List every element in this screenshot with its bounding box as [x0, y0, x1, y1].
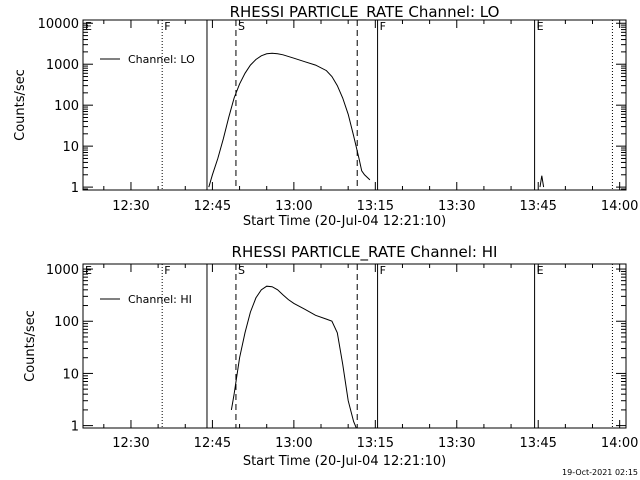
plot2-marker-label-6: E [537, 264, 544, 277]
plot2-x-tick-label-6: 14:00 [601, 436, 638, 451]
plot2-marker-label-5: F [380, 264, 386, 277]
plot2-x-tick-label-2: 13:00 [275, 436, 312, 451]
plot1-series-line-1 [539, 175, 545, 188]
plot1-y-tick-label-0: 1 [71, 181, 79, 196]
plot2-series-line-0 [230, 285, 357, 429]
plot2-title: RHESSI PARTICLE_RATE Channel: HI [232, 243, 498, 262]
plot1-series-line-0 [208, 52, 371, 188]
plot2-x-tick-label-3: 13:15 [357, 436, 394, 451]
plot1-x-tick-label-2: 13:00 [275, 199, 312, 214]
plot2-x-tick-label-5: 13:45 [519, 436, 556, 451]
plot2-marker-label-1: F [164, 264, 170, 277]
plot2-legend-label: Channel: HI [128, 293, 192, 306]
plot2-y-tick-label-0: 1 [71, 420, 79, 435]
plot1-title: RHESSI PARTICLE_RATE Channel: LO [230, 3, 500, 22]
plot2-frame [82, 263, 627, 429]
plot1-marker-label-1: F [164, 20, 170, 33]
plot2-y-tick-label-1: 10 [62, 367, 79, 382]
plot1-x-tick-label-0: 12:30 [112, 199, 149, 214]
plot2-x-tick-label-4: 13:30 [438, 436, 475, 451]
plot1-y-tick-label-4: 10000 [38, 17, 79, 32]
plot2-marker-label-3: S [238, 264, 245, 277]
plot1-x-tick-label-4: 13:30 [438, 199, 475, 214]
plot1-y-axis-label: Counts/sec [13, 69, 28, 141]
plot2-y-tick-label-3: 1000 [46, 263, 79, 278]
plot1-x-axis-label: Start Time (20-Jul-04 12:21:10) [243, 214, 446, 229]
plot1-y-tick-label-3: 1000 [46, 58, 79, 73]
plot2-x-tick-label-1: 12:45 [194, 436, 231, 451]
plot1-x-tick-label-6: 14:00 [601, 199, 638, 214]
plot1-frame [82, 19, 627, 191]
plot1-marker-label-5: F [380, 20, 386, 33]
plot2-x-axis-label: Start Time (20-Jul-04 12:21:10) [243, 454, 446, 469]
plot2-y-tick-label-2: 100 [54, 315, 79, 330]
plot1-marker-label-3: S [238, 20, 245, 33]
plot1-marker-label-0: E [85, 20, 92, 33]
plot2-y-axis-label: Counts/sec [23, 310, 38, 382]
plot1-y-tick-label-2: 100 [54, 99, 79, 114]
plot1-legend-label: Channel: LO [128, 53, 195, 66]
footer-timestamp: 19-Oct-2021 02:15 [562, 468, 638, 477]
plot2-marker-label-0: E [85, 264, 92, 277]
plot1-marker-label-6: E [537, 20, 544, 33]
plot2-x-tick-label-0: 12:30 [112, 436, 149, 451]
plot1-x-tick-label-3: 13:15 [357, 199, 394, 214]
plot1-x-tick-label-5: 13:45 [519, 199, 556, 214]
plot1-y-tick-label-1: 10 [62, 140, 79, 155]
plot1-x-tick-label-1: 12:45 [194, 199, 231, 214]
